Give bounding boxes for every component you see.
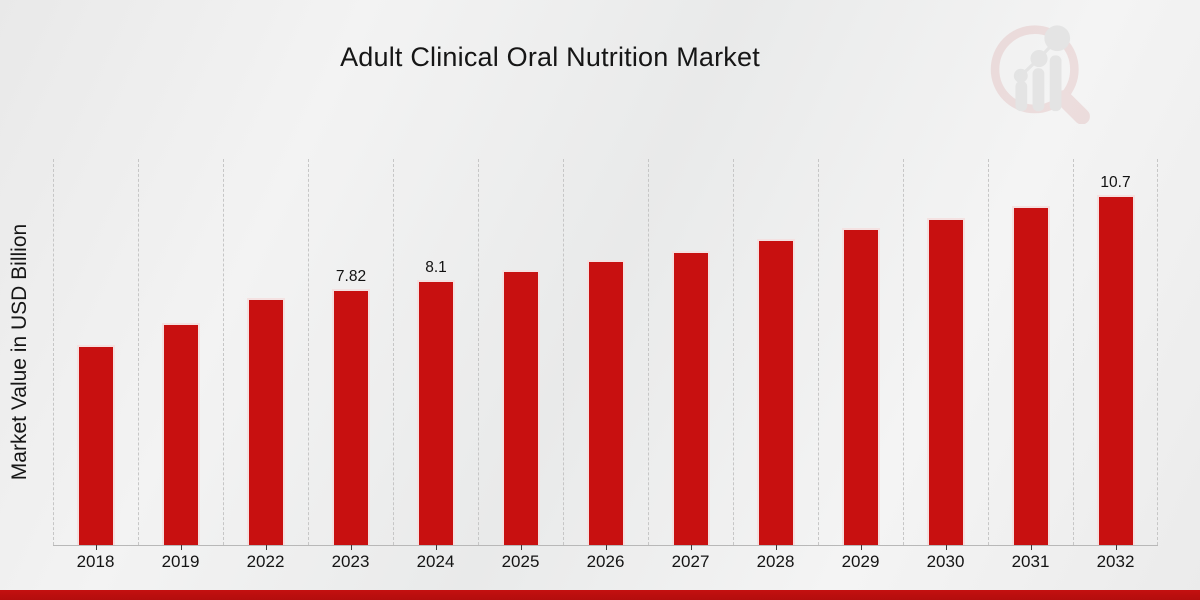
axis-tick (265, 545, 267, 550)
bar-value-label: 10.7 (1100, 173, 1131, 191)
axis-tick (95, 545, 97, 550)
x-axis-cell: 2023 (308, 545, 393, 577)
chart-bar-2027 (672, 250, 710, 545)
chart-title: Adult Clinical Oral Nutrition Market (340, 42, 760, 72)
x-tick-label: 2032 (1096, 552, 1135, 571)
grid-cell (988, 159, 1073, 545)
x-axis: 2018 2019 2022 2023 2024 2025 2026 2027 2028 2029… (53, 545, 1158, 577)
axis-tick (690, 545, 692, 550)
bar-value-label: 7.82 (335, 268, 367, 286)
chart-bar-2024 (417, 280, 455, 545)
y-axis-label: Market Value in USD Billion (8, 223, 31, 481)
x-axis-cell: 2029 (818, 545, 903, 577)
chart-bar-2030 (927, 217, 965, 545)
grid-cell (53, 159, 138, 545)
chart-bar-2028 (757, 239, 795, 545)
chart-bar-2019 (162, 322, 200, 545)
grid-cell (818, 159, 903, 545)
axis-tick (350, 545, 352, 550)
x-tick-label: 2022 (246, 552, 285, 571)
x-tick-label: 2027 (671, 552, 710, 571)
axis-tick (520, 545, 522, 550)
x-axis-cell: 2026 (563, 545, 648, 577)
grid-cell (733, 159, 818, 545)
grid-cell: 10.7 (1073, 159, 1158, 545)
grid-cell (648, 159, 733, 545)
x-axis-cell: 2022 (223, 545, 308, 577)
x-tick-label: 2028 (756, 552, 795, 571)
chart-bar-2023 (332, 289, 370, 545)
x-axis-cell: 2019 (138, 545, 223, 577)
footer-accent-band (0, 590, 1200, 600)
grid-cell (563, 159, 648, 545)
axis-tick (860, 545, 862, 550)
x-tick-label: 2026 (586, 552, 625, 571)
x-axis-cell: 2030 (903, 545, 988, 577)
x-tick-label: 2024 (416, 552, 455, 571)
grid-cell: 7.82 (308, 159, 393, 545)
x-tick-label: 2019 (161, 552, 200, 571)
grid-cell (223, 159, 308, 545)
x-axis-cell: 2027 (648, 545, 733, 577)
x-axis-cell: 2024 (393, 545, 478, 577)
chart-bar-2025 (502, 270, 540, 545)
x-axis-cell: 2025 (478, 545, 563, 577)
x-tick-label: 2029 (841, 552, 880, 571)
plot-area: 7.82 8.1 10.7 (53, 159, 1158, 546)
x-tick-label: 2025 (501, 552, 540, 571)
axis-tick (1030, 545, 1032, 550)
axis-tick (1115, 545, 1117, 550)
grid-cell (478, 159, 563, 545)
chart-bar-2022 (247, 298, 285, 545)
chart-bar-2032 (1096, 194, 1135, 545)
chart-bar-2026 (587, 260, 625, 545)
x-axis-cell: 2032 (1073, 545, 1158, 577)
market-research-future-logo-icon (990, 25, 1090, 124)
chart-bar-2018 (77, 345, 115, 545)
axis-tick (180, 545, 182, 550)
grid-cell (903, 159, 988, 545)
x-tick-label: 2031 (1011, 552, 1050, 571)
x-tick-label: 2023 (331, 552, 370, 571)
axis-tick (435, 545, 437, 550)
bar-value-label: 8.1 (425, 259, 447, 277)
chart-bar-2029 (842, 227, 880, 545)
x-axis-cell: 2018 (53, 545, 138, 577)
x-axis-cell: 2028 (733, 545, 818, 577)
axis-tick (605, 545, 607, 550)
axis-tick (775, 545, 777, 550)
grid-cell: 8.1 (393, 159, 478, 545)
x-axis-cell: 2031 (988, 545, 1073, 577)
x-tick-label: 2030 (926, 552, 965, 571)
axis-tick (945, 545, 947, 550)
x-tick-label: 2018 (76, 552, 115, 571)
grid-cell (138, 159, 223, 545)
chart-bar-2031 (1012, 206, 1050, 545)
